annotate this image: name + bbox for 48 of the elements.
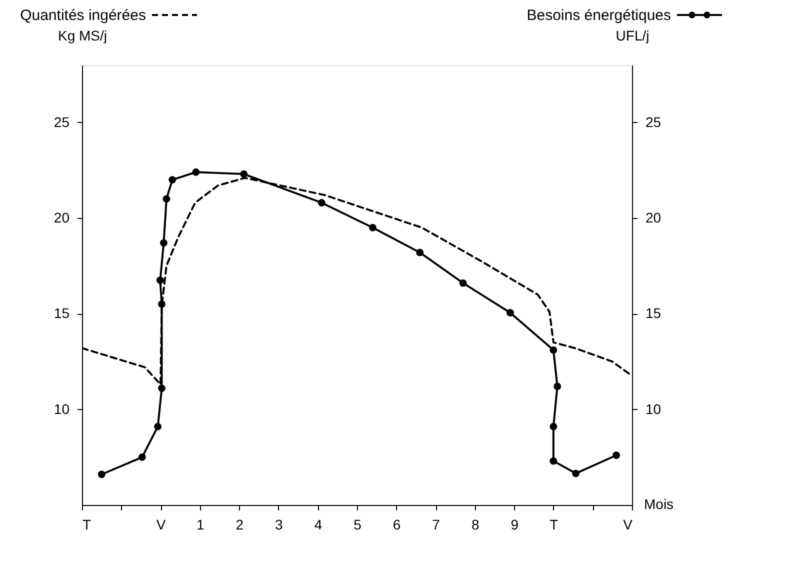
point <box>416 248 424 256</box>
x-tick-label: 7 <box>432 516 440 532</box>
point <box>550 422 558 430</box>
x-tick-label: 4 <box>314 516 322 532</box>
y2-tick-label: 25 <box>646 114 662 130</box>
y2-axis-title: UFL/j <box>616 28 650 44</box>
x-tick-label: V <box>156 516 166 532</box>
y-tick-label: 25 <box>54 114 70 130</box>
point <box>318 199 326 206</box>
point <box>459 279 467 287</box>
x-tick-label: T <box>82 516 92 532</box>
point <box>550 346 558 354</box>
y2-tick-label: 15 <box>646 305 662 322</box>
point <box>162 195 170 203</box>
point <box>554 382 562 390</box>
x-tick-label: V <box>623 516 634 532</box>
x-tick-label: 1 <box>196 516 204 532</box>
point <box>156 276 164 284</box>
legend-label: Quantités ingérées <box>20 7 146 24</box>
x-axis-title: Mois <box>644 496 674 512</box>
y-tick-label: 10 <box>54 400 70 417</box>
x-tick-label: 3 <box>275 516 284 532</box>
point <box>160 239 168 247</box>
x-tick-label: 9 <box>510 516 519 532</box>
x-tick-label: T <box>550 516 559 532</box>
point <box>158 300 166 308</box>
legend-label: Besoins énergétiques <box>526 7 671 24</box>
point <box>550 457 558 465</box>
point <box>369 224 376 232</box>
point <box>612 452 620 459</box>
point <box>572 470 580 478</box>
point <box>158 384 166 392</box>
point <box>168 176 176 184</box>
y2-tick-label: 20 <box>646 210 662 226</box>
y-axis-title: Kg MS/j <box>58 28 108 44</box>
x-tick-label: 2 <box>236 516 244 532</box>
point <box>154 422 162 430</box>
x-tick-label: 5 <box>354 516 362 532</box>
y2-tick-label: 10 <box>646 400 662 417</box>
point <box>98 470 106 478</box>
point <box>192 168 200 176</box>
point <box>138 453 146 461</box>
x-tick-label: 8 <box>471 516 480 532</box>
x-tick-label: 6 <box>392 516 401 532</box>
point <box>506 309 514 316</box>
point <box>240 170 248 178</box>
y-tick-label: 20 <box>54 210 70 226</box>
y-tick-label: 15 <box>54 305 70 322</box>
